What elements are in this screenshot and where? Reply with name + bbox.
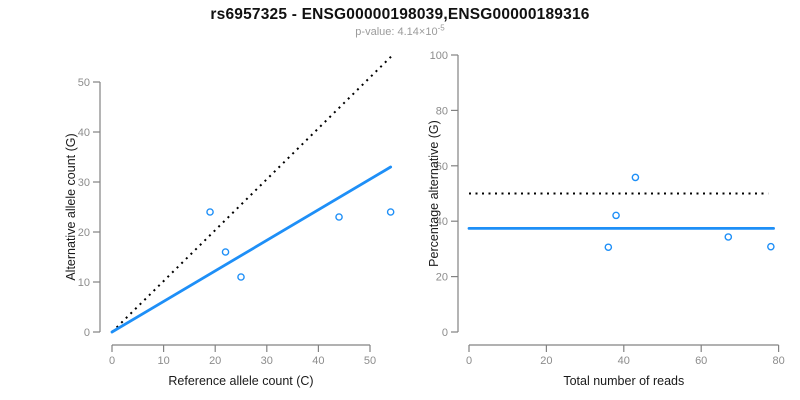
p-value-subtitle: p-value: 4.14×10-5 xyxy=(0,23,800,38)
x-tick-label: 60 xyxy=(695,355,707,367)
data-point xyxy=(206,208,214,216)
x-tick-label: 0 xyxy=(466,355,472,367)
y-tick-label: 20 xyxy=(78,227,90,239)
y-tick-label: 10 xyxy=(78,277,90,289)
y-tick-label: 30 xyxy=(78,177,90,189)
y-tick-label: 100 xyxy=(430,50,448,62)
identity-line xyxy=(111,55,393,333)
x-tick-label: 0 xyxy=(109,355,115,367)
y-tick-label: 0 xyxy=(84,327,90,339)
data-point xyxy=(612,211,620,220)
data-point xyxy=(767,242,775,251)
x-tick-label: 40 xyxy=(618,355,630,367)
x-tick-label: 40 xyxy=(312,355,324,367)
fit-line xyxy=(110,165,393,334)
x-tick-label: 20 xyxy=(209,355,221,367)
right-plot: 0 20 40 60 80 100 0 20 40 60 80 Total number of rea… xyxy=(427,50,785,388)
y-tick-label: 40 xyxy=(436,216,448,228)
p-value-text: p-value: 4.14×10 xyxy=(355,26,438,38)
y-tick-label: 40 xyxy=(78,127,90,139)
p-value-exponent: -5 xyxy=(437,23,445,33)
x-tick-label: 10 xyxy=(157,355,169,367)
x-tick-label: 50 xyxy=(364,355,376,367)
left-plot: 0 10 20 30 40 50 0 10 20 30 40 50 Reference allele c… xyxy=(64,55,395,388)
x-tick-label: 80 xyxy=(772,355,784,367)
y-axis-title: Alternative allele count (G) xyxy=(64,133,78,280)
data-point xyxy=(724,233,733,241)
data-point xyxy=(221,248,230,256)
y-tick-label: 80 xyxy=(436,105,448,117)
x-axis-title: Total number of reads xyxy=(563,374,684,388)
y-axis-title: Percentage alternative (G) xyxy=(427,120,441,267)
y-tick-label: 60 xyxy=(436,161,448,173)
data-point xyxy=(631,173,640,182)
y-tick-label: 50 xyxy=(78,77,90,89)
data-point xyxy=(386,208,395,216)
y-tick-label: 20 xyxy=(436,272,448,284)
data-point xyxy=(335,213,343,221)
y-tick-label: 0 xyxy=(442,327,448,339)
data-point xyxy=(237,273,245,281)
x-tick-label: 30 xyxy=(261,355,273,367)
x-axis-title: Reference allele count (C) xyxy=(168,374,313,388)
data-point xyxy=(604,243,613,252)
page-title: rs6957325 - ENSG00000198039,ENSG00000189… xyxy=(210,6,590,23)
x-tick-label: 20 xyxy=(540,355,552,367)
